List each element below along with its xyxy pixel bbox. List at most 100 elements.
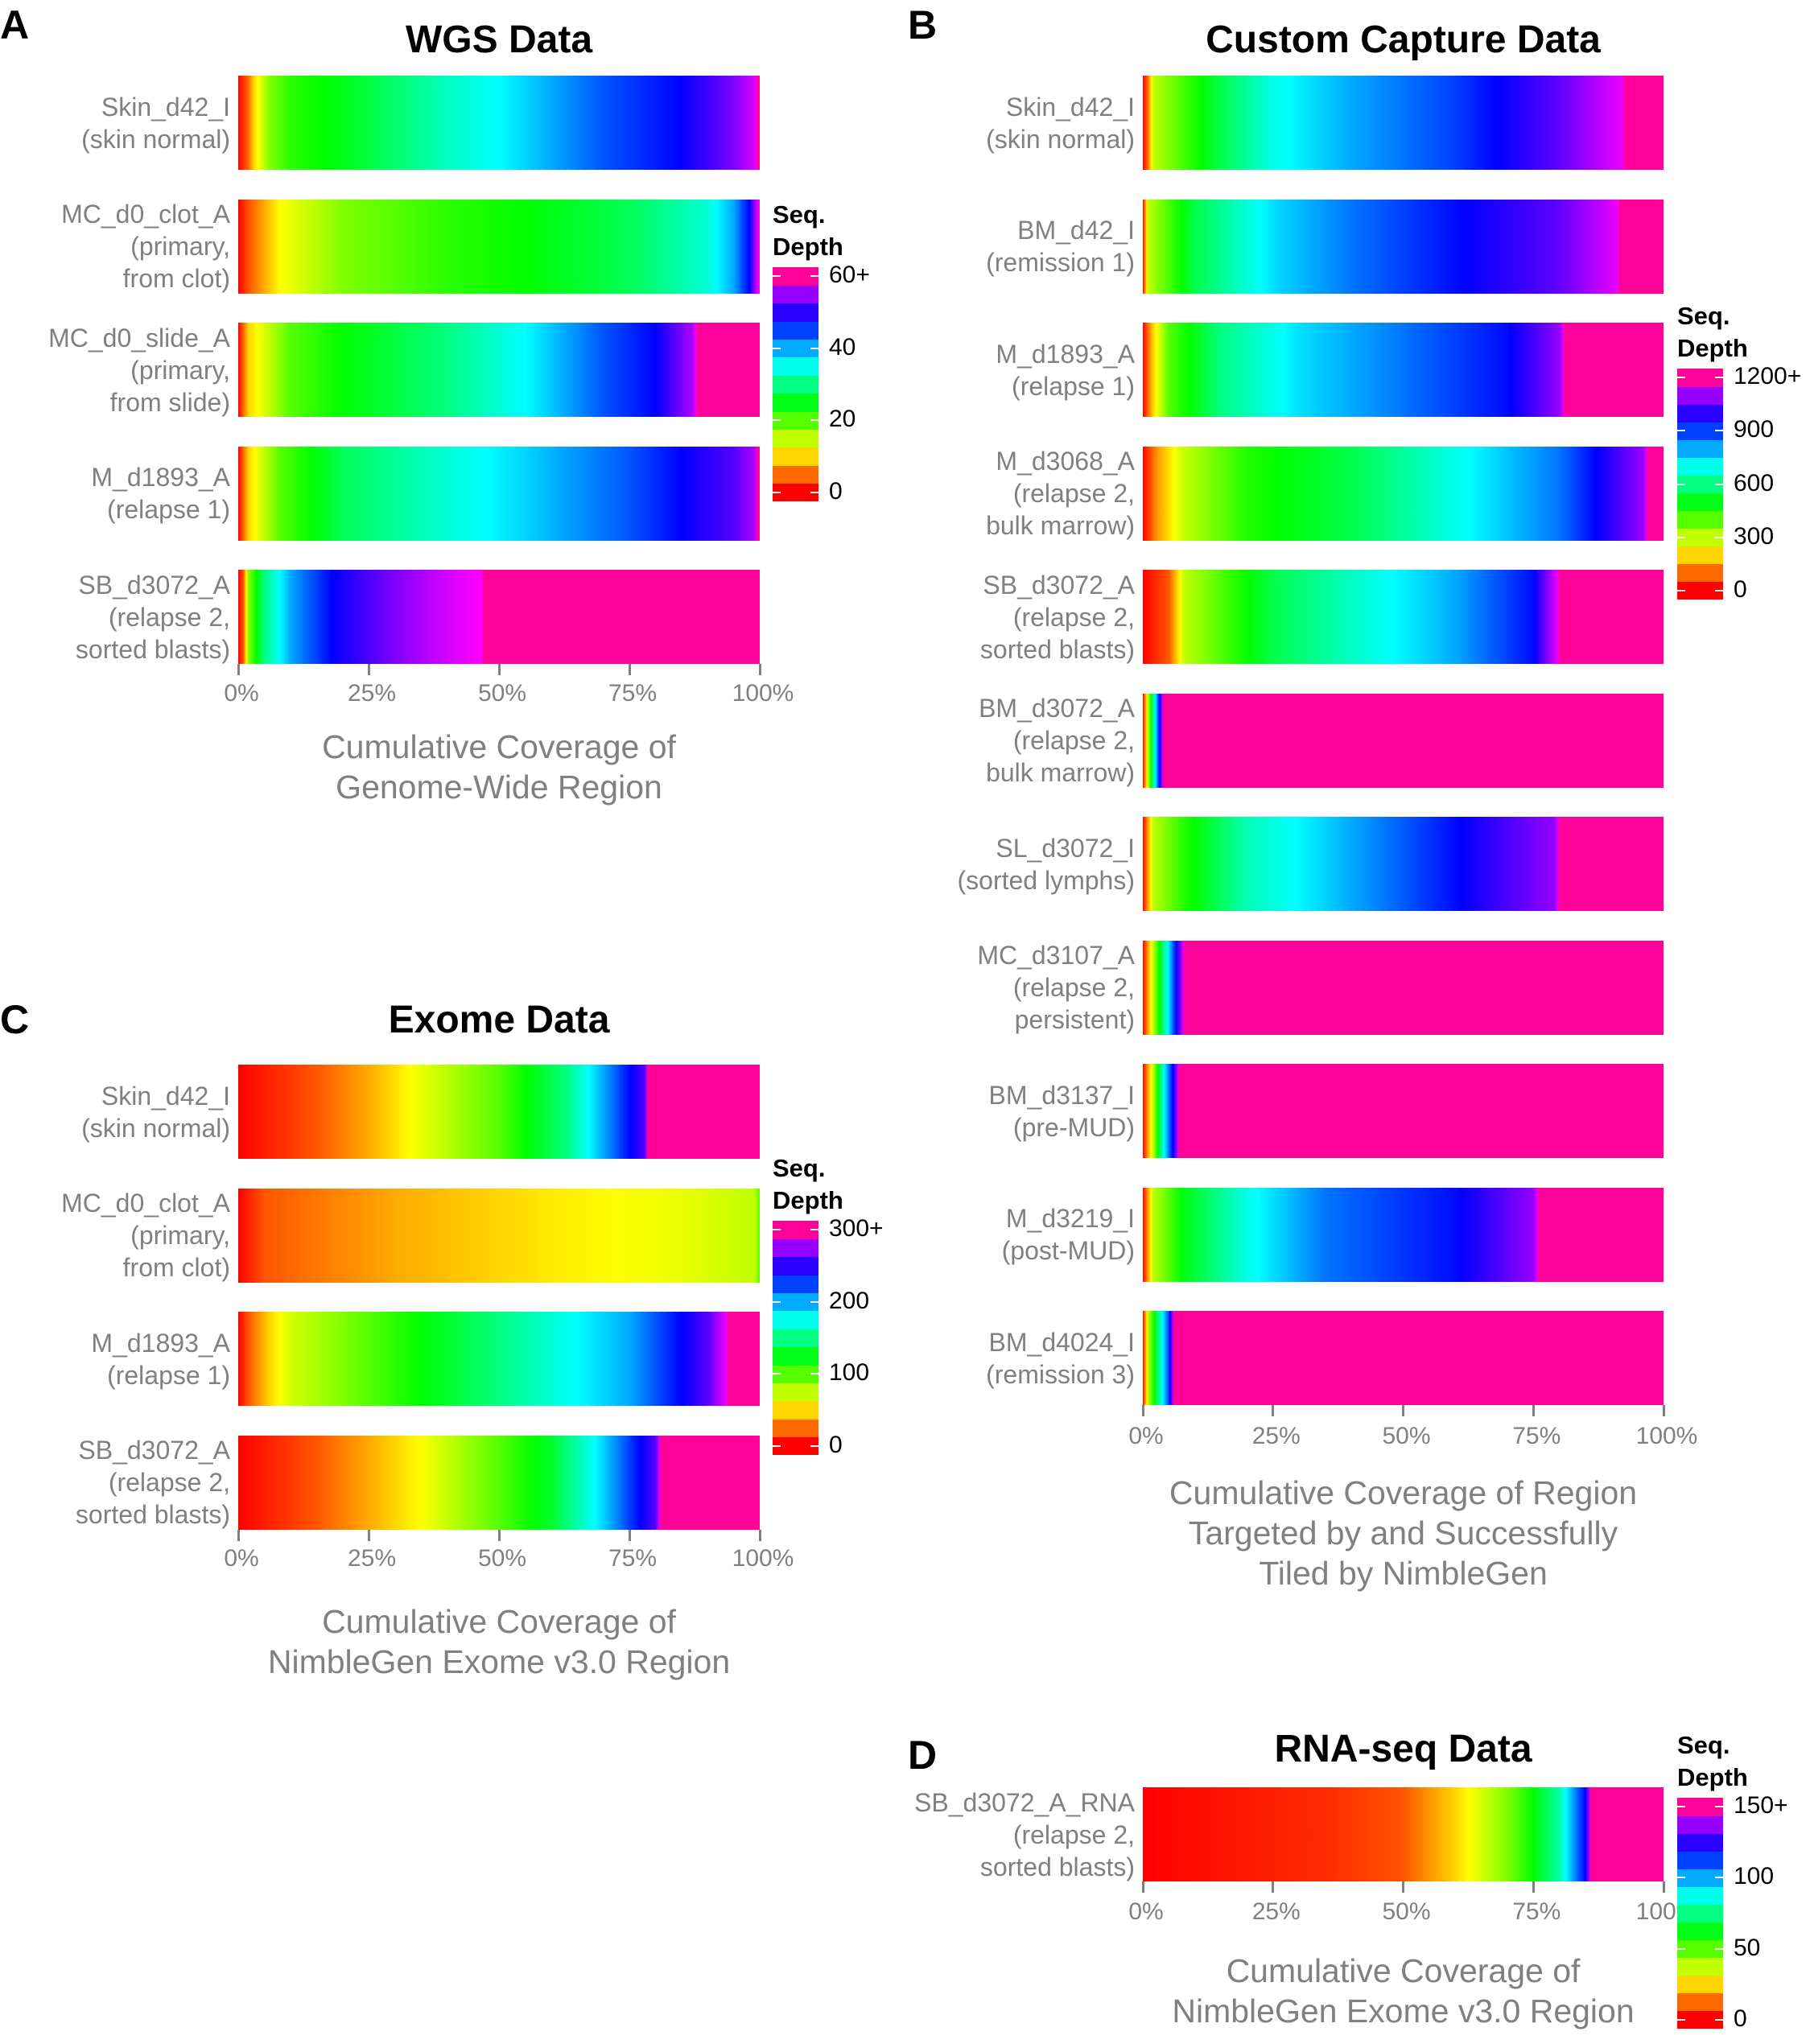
coverage-bar xyxy=(1143,817,1664,911)
legend-label: 0 xyxy=(1734,575,1747,603)
legend-label: 150+ xyxy=(1734,1792,1788,1819)
coverage-bar xyxy=(1143,940,1664,1035)
coverage-bar xyxy=(238,323,760,417)
row-label: BM_d3072_A (relapse 2, bulk marrow) xyxy=(979,694,1135,787)
panel-letter: C xyxy=(0,997,30,1042)
coverage-bar xyxy=(238,1065,760,1159)
x-tick xyxy=(628,1529,631,1541)
x-tick xyxy=(758,1529,761,1541)
legend-tick xyxy=(1715,483,1723,485)
x-tick-label: 50% xyxy=(477,1545,527,1572)
legend-tick xyxy=(773,1444,781,1447)
legend-color-block xyxy=(773,1329,818,1348)
legend-color-block xyxy=(773,1400,818,1420)
legend-label: 40 xyxy=(829,333,856,361)
row-label: Skin_d42_I (skin normal) xyxy=(986,92,1135,154)
legend-tick xyxy=(773,275,781,278)
panel-title: Custom Capture Data xyxy=(1206,19,1601,61)
coverage-bar xyxy=(238,1188,760,1283)
legend-title: Depth xyxy=(773,1186,843,1214)
legend-title: Seq. xyxy=(773,1154,826,1182)
coverage-bar xyxy=(1143,446,1664,541)
row-label: SB_d3072_A (relapse 2, sorted blasts) xyxy=(979,570,1135,664)
row-label: MC_d3107_A (relapse 2, persistent) xyxy=(977,941,1135,1034)
legend-title: Seq. xyxy=(773,200,826,229)
legend-label: 100 xyxy=(829,1359,870,1387)
row-label: Skin_d42_I (skin normal) xyxy=(81,1081,230,1143)
row-label: M_d1893_A (relapse 1) xyxy=(91,1328,230,1390)
x-tick-label: 25% xyxy=(347,680,397,707)
x-tick-label: 75% xyxy=(1512,1423,1561,1449)
legend-label: 0 xyxy=(1734,2005,1747,2032)
legend-tick xyxy=(810,419,818,422)
legend-label: 600 xyxy=(1734,469,1775,497)
legend-tick xyxy=(1715,430,1723,432)
legend-label: 50 xyxy=(1734,1934,1761,1961)
x-axis-title: Cumulative Coverage of xyxy=(322,1603,676,1640)
legend-label: 100 xyxy=(1734,1863,1775,1890)
legend-color-block xyxy=(1677,1922,1723,1941)
legend-label: 300+ xyxy=(829,1215,884,1242)
legend-tick xyxy=(1677,430,1685,432)
legend-color-block xyxy=(773,465,818,484)
legend-tick xyxy=(810,347,818,349)
legend-label: 0 xyxy=(829,1431,843,1458)
x-tick xyxy=(1662,1881,1665,1893)
legend-color-block xyxy=(1677,1939,1723,1959)
row-label: M_d3219_I (post-MUD) xyxy=(1001,1204,1135,1265)
coverage-bar xyxy=(1143,323,1664,417)
legend-color-block xyxy=(1677,439,1723,458)
legend-tick xyxy=(1715,1877,1723,1879)
legend-tick xyxy=(1677,536,1685,538)
x-tick-label: 0% xyxy=(1128,1898,1164,1925)
legend-color-block xyxy=(773,1436,818,1456)
x-tick xyxy=(367,1529,370,1541)
legend-tick xyxy=(1715,377,1723,379)
x-tick xyxy=(237,664,240,675)
legend-tick xyxy=(1715,1947,1723,1950)
legend-color-block xyxy=(773,1292,818,1312)
x-axis-title: Targeted by and Successfully xyxy=(1188,1514,1618,1552)
coverage-bar xyxy=(1143,1311,1664,1405)
legend-color-block xyxy=(1677,563,1723,583)
row-label: SL_d3072_I (sorted lymphs) xyxy=(957,833,1136,895)
legend-label: 200 xyxy=(829,1287,870,1314)
legend-color-block xyxy=(773,375,818,394)
legend-color-block xyxy=(1677,581,1723,600)
legend-color-block xyxy=(1677,475,1723,494)
x-tick xyxy=(1662,1405,1665,1416)
x-tick xyxy=(497,664,501,675)
legend-color-block xyxy=(773,356,818,376)
legend-color-block xyxy=(1677,528,1723,547)
panel-letter: A xyxy=(0,2,30,47)
legend-color-block xyxy=(773,321,818,340)
legend-color-block xyxy=(1677,1815,1723,1834)
legend-color-block xyxy=(773,1238,818,1258)
legend-color-block xyxy=(1677,1975,1723,1994)
legend-color-block xyxy=(773,393,818,412)
legend-color-block xyxy=(773,429,818,448)
x-tick-label: 50% xyxy=(1382,1898,1431,1925)
legend-color-block xyxy=(1677,1798,1723,1816)
x-tick-label: 0% xyxy=(1128,1423,1164,1449)
legend-color-block xyxy=(1677,422,1723,440)
legend-tick xyxy=(1677,2018,1685,2021)
legend-tick xyxy=(1677,483,1685,485)
legend-color-block xyxy=(773,267,818,286)
x-tick xyxy=(1272,1881,1275,1893)
coverage-bar xyxy=(238,1435,760,1530)
coverage-bar xyxy=(1143,1787,1664,1881)
legend-color-block xyxy=(773,447,818,466)
x-tick-label: 50% xyxy=(1382,1423,1431,1449)
legend-color-block xyxy=(773,1365,818,1383)
x-tick xyxy=(628,664,631,675)
legend-label: 20 xyxy=(829,406,856,433)
legend-title: Depth xyxy=(773,233,843,261)
x-tick xyxy=(758,664,761,675)
row-label: BM_d4024_I (remission 3) xyxy=(986,1327,1135,1389)
row-label: MC_d0_slide_A (primary, from slide) xyxy=(48,323,230,417)
legend-color-block xyxy=(1677,404,1723,422)
x-tick-label: 0% xyxy=(224,1545,259,1572)
coverage-bar xyxy=(238,199,760,294)
legend-tick xyxy=(1715,2018,1723,2021)
